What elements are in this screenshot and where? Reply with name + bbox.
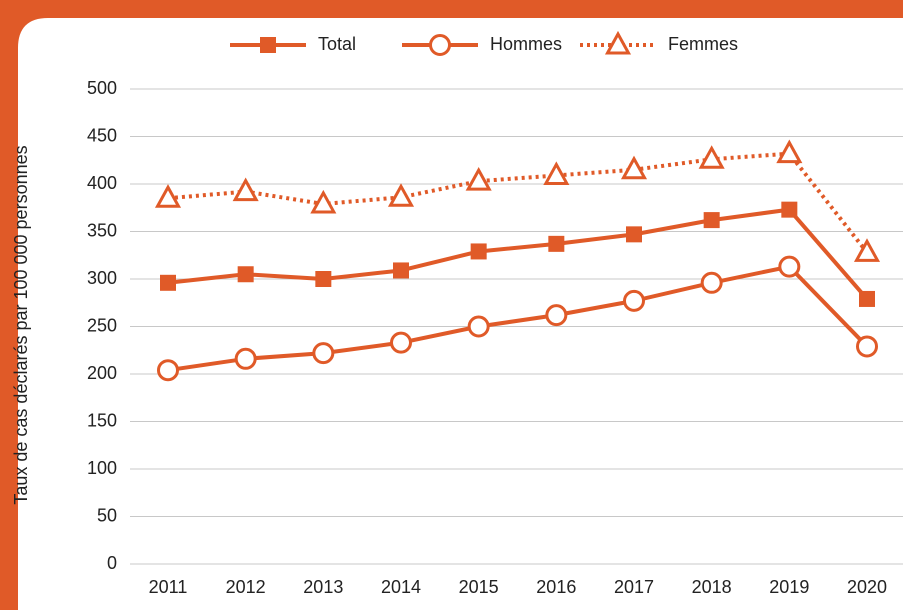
y-tick-label: 500 [87, 78, 117, 98]
legend-marker [429, 34, 451, 56]
marker [545, 304, 568, 327]
marker [154, 184, 182, 208]
marker [776, 139, 803, 164]
series-line [167, 151, 869, 254]
marker [698, 145, 725, 169]
series-line [167, 207, 869, 301]
marker [548, 235, 565, 252]
x-tick-label: 2014 [381, 577, 421, 597]
marker [465, 167, 492, 191]
legend-marker [260, 37, 276, 53]
marker [237, 266, 254, 283]
marker [626, 226, 642, 243]
marker [859, 290, 875, 307]
legend-marker [604, 30, 632, 55]
y-axis-label: Taux de cas déclarés par 100 000 personn… [11, 145, 31, 504]
marker [703, 212, 720, 229]
y-tick-label: 150 [87, 410, 117, 430]
marker [853, 238, 881, 262]
x-tick-label: 2017 [614, 577, 654, 597]
marker [387, 183, 415, 207]
legend-label: Hommes [490, 34, 562, 54]
y-tick-label: 0 [107, 553, 117, 573]
y-tick-label: 250 [87, 315, 117, 335]
marker [232, 177, 259, 202]
x-tick-label: 2013 [303, 577, 343, 597]
x-tick-label: 2011 [149, 577, 188, 597]
marker [390, 331, 412, 354]
x-tick-label: 2020 [847, 577, 887, 597]
marker [310, 189, 337, 214]
marker [856, 335, 878, 358]
marker [315, 271, 332, 287]
marker [470, 243, 487, 260]
marker [543, 161, 570, 185]
marker [700, 271, 723, 294]
series-line [167, 264, 869, 373]
x-tick-label: 2016 [536, 577, 576, 597]
y-tick-label: 200 [87, 363, 117, 383]
marker [393, 262, 409, 279]
y-tick-label: 300 [87, 268, 117, 288]
marker [620, 155, 648, 180]
y-tick-label: 400 [87, 173, 117, 193]
x-tick-label: 2012 [226, 577, 266, 597]
y-tick-label: 350 [87, 220, 117, 240]
marker [778, 255, 801, 278]
panel [18, 18, 903, 610]
y-tick-label: 450 [87, 125, 117, 145]
x-tick-label: 2018 [692, 577, 732, 597]
marker [312, 342, 335, 365]
marker [157, 359, 179, 382]
x-tick-label: 2015 [459, 577, 499, 597]
x-tick-label: 2019 [769, 577, 809, 597]
y-tick-label: 50 [97, 505, 117, 525]
legend-label: Total [318, 34, 356, 54]
marker [234, 347, 257, 370]
marker [623, 289, 645, 312]
marker [467, 315, 490, 338]
marker [781, 201, 798, 218]
marker [160, 274, 176, 291]
y-tick-label: 100 [87, 458, 117, 478]
legend-label: Femmes [668, 34, 738, 54]
